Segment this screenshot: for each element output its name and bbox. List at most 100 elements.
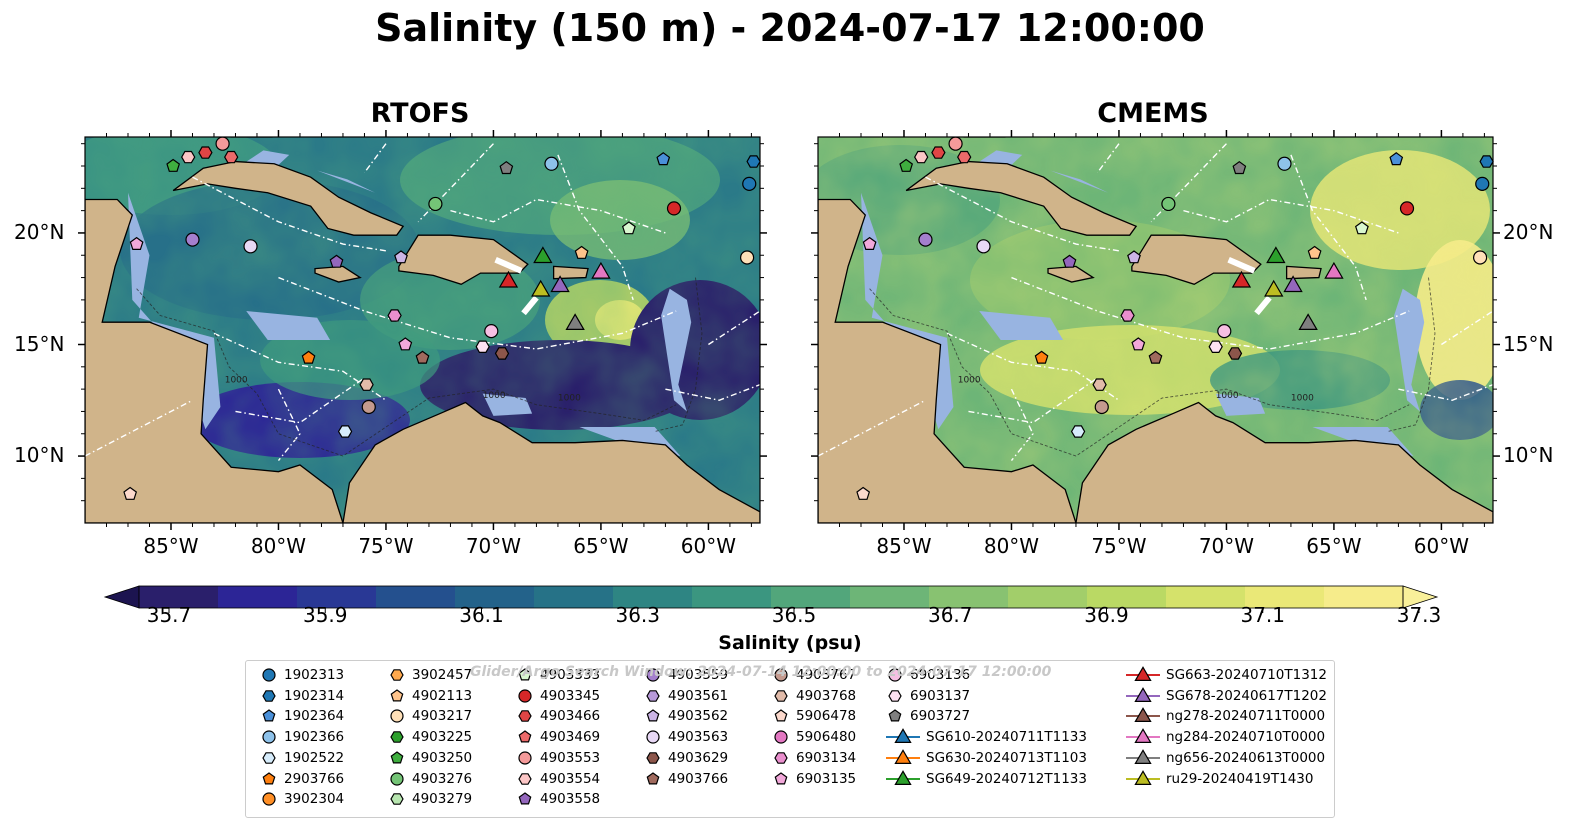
argo-float-marker bbox=[494, 347, 510, 360]
legend-label: 4903225 bbox=[412, 729, 473, 746]
legend-marker bbox=[774, 668, 788, 682]
circle-icon bbox=[774, 668, 788, 682]
colorbar-tick-label: 36.7 bbox=[927, 603, 973, 627]
argo-float-marker bbox=[957, 150, 972, 164]
legend-marker bbox=[888, 668, 902, 682]
legend-marker bbox=[390, 709, 404, 723]
legend-entry: 6903137 bbox=[886, 687, 970, 705]
colorbar-segment bbox=[771, 586, 851, 608]
legend-label: 4903768 bbox=[796, 687, 857, 704]
lon-tick-label: 75°W bbox=[358, 534, 414, 558]
circle-icon bbox=[646, 668, 660, 682]
legend-label: 4903217 bbox=[412, 708, 473, 725]
land-mass bbox=[230, 137, 273, 138]
lon-tick-label: 70°W bbox=[465, 534, 522, 558]
hexagon-icon bbox=[646, 689, 660, 702]
legend-label: 4903559 bbox=[668, 667, 729, 683]
legend-marker bbox=[1134, 748, 1152, 764]
legend-marker bbox=[518, 689, 532, 703]
legend-entry: 1902313 bbox=[260, 666, 344, 684]
lat-tick-label-right: 20°N bbox=[1503, 219, 1554, 244]
legend-marker bbox=[774, 709, 788, 722]
argo-float-marker bbox=[329, 254, 344, 268]
legend-entry: 4903469 bbox=[516, 728, 600, 746]
circle-icon bbox=[774, 730, 788, 744]
legend-entry: SG663-20240710T1312 bbox=[1126, 666, 1327, 684]
lon-tick-label: 65°W bbox=[573, 534, 629, 558]
cmems-axes-frame bbox=[817, 136, 1494, 524]
land-mass bbox=[963, 137, 1006, 138]
eez-boundary bbox=[1398, 384, 1493, 402]
shallow-shelf bbox=[661, 288, 692, 412]
colorbar-segment bbox=[692, 586, 772, 608]
legend-marker bbox=[1134, 728, 1152, 744]
legend-label: SG630-20240713T1103 bbox=[926, 749, 1087, 766]
legend-marker bbox=[646, 689, 660, 702]
eez-boundary bbox=[235, 377, 365, 424]
pentagon-icon bbox=[774, 771, 788, 784]
land-mass bbox=[905, 160, 1138, 236]
contour-label: 1000 bbox=[483, 391, 506, 401]
legend-entry: 4903250 bbox=[388, 749, 472, 767]
legend-label: SG663-20240710T1312 bbox=[1166, 667, 1327, 683]
hexagon-icon bbox=[774, 751, 788, 764]
land-mass bbox=[1285, 265, 1322, 280]
pentagon-icon bbox=[262, 771, 276, 784]
legend-marker bbox=[518, 792, 532, 805]
colorbar-tick-label: 36.1 bbox=[459, 603, 504, 627]
eez-boundary bbox=[557, 154, 634, 301]
lat-tick-label-right: 10°N bbox=[1503, 443, 1554, 468]
argo-float-marker bbox=[1217, 324, 1232, 339]
legend-label: 4903563 bbox=[668, 729, 729, 746]
glider-marker bbox=[1266, 246, 1286, 264]
argo-float-marker bbox=[1161, 196, 1176, 212]
lon-tick-label: 70°W bbox=[1198, 534, 1255, 558]
cmems-map: 1000 1000 1000 bbox=[818, 137, 1493, 523]
contour-label: 1000 bbox=[1291, 393, 1314, 403]
argo-float-marker bbox=[1070, 425, 1086, 438]
legend-entry: 1902314 bbox=[260, 687, 344, 705]
legend-marker bbox=[774, 771, 788, 784]
colorbar-segment bbox=[929, 586, 1009, 608]
rtofs-map: 1000 1000 1000 bbox=[85, 137, 760, 523]
legend: 1902313 1902314 1902364 1902366 1902522 29037… bbox=[245, 660, 1335, 818]
legend-label: 4903562 bbox=[668, 708, 729, 725]
colorbar-segment bbox=[297, 586, 377, 608]
legend-label: 3902457 bbox=[412, 667, 473, 683]
legend-entry: 5906478 bbox=[772, 707, 856, 725]
legend-entry: 4903276 bbox=[388, 770, 472, 788]
legend-label: 1902313 bbox=[284, 667, 345, 683]
glider-marker bbox=[550, 275, 570, 293]
eez-boundary bbox=[1441, 310, 1493, 346]
argo-float-marker bbox=[931, 146, 946, 159]
triangle-icon bbox=[886, 728, 920, 744]
colorbar-segment bbox=[613, 586, 693, 608]
argo-float-marker bbox=[1092, 378, 1107, 391]
legend-entry: 4903553 bbox=[516, 749, 600, 767]
argo-float-marker bbox=[948, 136, 963, 151]
panel-title-cmems: CMEMS bbox=[1097, 98, 1209, 129]
glider-marker bbox=[1231, 270, 1252, 288]
hexagon-icon bbox=[390, 731, 404, 743]
hexagon-icon bbox=[646, 751, 660, 764]
search-window-watermark: Glider/Argo Search Window: 2024-07-14 12… bbox=[470, 664, 1052, 680]
legend-marker bbox=[262, 792, 276, 806]
legend-marker bbox=[646, 668, 660, 682]
argo-float-marker bbox=[1148, 350, 1163, 364]
legend-entry: 4903767 bbox=[772, 666, 856, 684]
glider-marker bbox=[591, 261, 611, 279]
triangle-icon bbox=[1126, 707, 1160, 723]
legend-entry: 5906480 bbox=[772, 728, 856, 746]
legend-label: ru29-20240419T1430 bbox=[1166, 770, 1314, 787]
argo-float-marker bbox=[856, 486, 871, 500]
pentagon-icon bbox=[518, 792, 532, 805]
isobath-1000 bbox=[136, 288, 677, 457]
shallow-shelf bbox=[1050, 170, 1109, 193]
panel-title-rtofs: RTOFS bbox=[370, 98, 470, 129]
legend-label: 6903135 bbox=[796, 770, 857, 787]
legend-marker bbox=[1134, 769, 1152, 785]
legend-entry: 6903135 bbox=[772, 770, 856, 788]
legend-entry: 4903333 bbox=[516, 666, 600, 684]
argo-float-marker bbox=[1473, 250, 1488, 265]
legend-marker bbox=[518, 668, 532, 681]
